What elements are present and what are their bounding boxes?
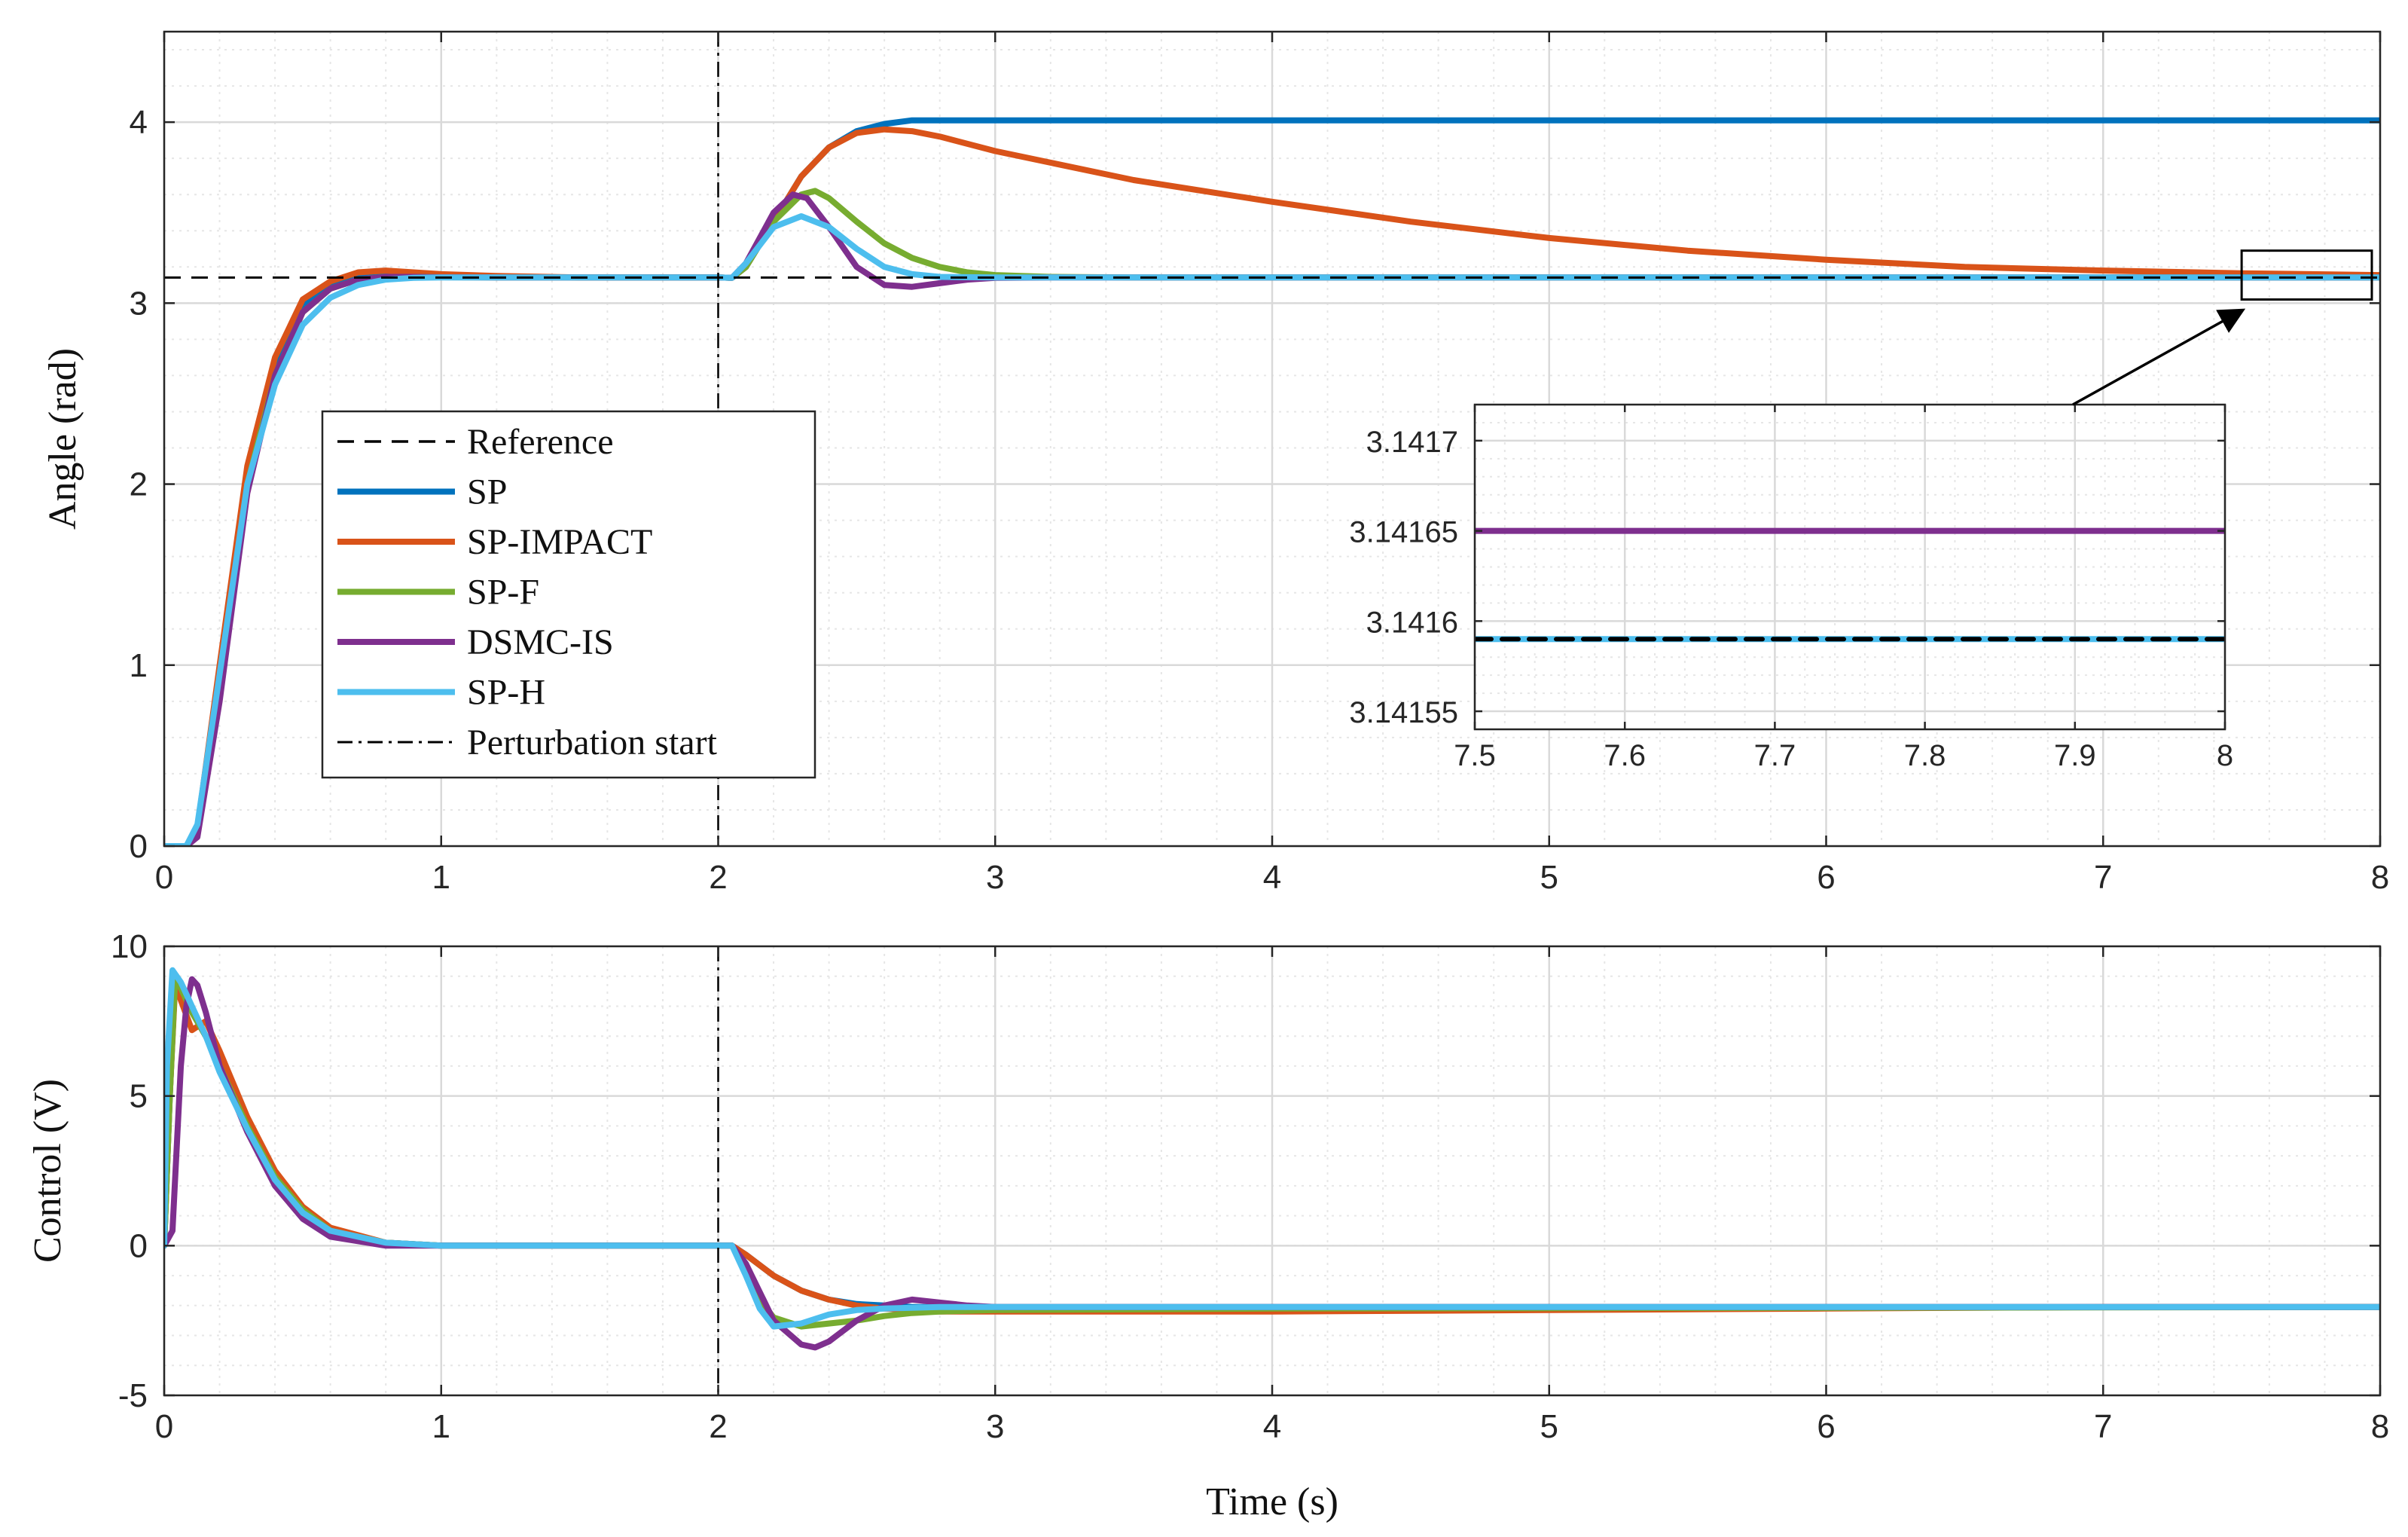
legend-label-reference: Reference: [467, 422, 614, 462]
control-xtick-label: 5: [1540, 1408, 1558, 1445]
control-xtick-label: 2: [709, 1408, 727, 1445]
angle-xtick-label: 6: [1817, 859, 1835, 896]
control-xtick-label: 4: [1263, 1408, 1281, 1445]
legend-item-dsmc-is: DSMC-IS: [337, 622, 614, 662]
legend-item-perturbation-start: Perturbation start: [337, 723, 718, 762]
legend-item-sp-f: SP-F: [337, 573, 539, 613]
inset-xtick-label: 7.5: [1454, 739, 1496, 772]
angle-xtick-label: 2: [709, 859, 727, 896]
angle-xtick-label: 1: [432, 859, 450, 896]
control-ytick-label: -5: [118, 1377, 148, 1414]
angle-xtick-label: 4: [1263, 859, 1281, 896]
angle-plot-area: [164, 32, 2380, 846]
inset-background: [1475, 405, 2225, 729]
angle-xtick-label: 7: [2094, 859, 2112, 896]
time-xlabel: Time (s): [1206, 1480, 1338, 1523]
legend-item-sp-h: SP-H: [337, 673, 545, 713]
legend-label-sp-impact: SP-IMPACT: [467, 522, 652, 562]
angle-xtick-label: 0: [155, 859, 173, 896]
control-xtick-label: 7: [2094, 1408, 2112, 1445]
angle-ytick-label: 4: [130, 104, 148, 141]
overlay: [2072, 249, 2373, 406]
series-sp-h-control: [164, 967, 2380, 1330]
zoom-inset: 7.5 7.6 7.7 7.8 7.9 8 3.14155 3.1416 3.14165 3.14…: [1349, 403, 2233, 772]
control-xtick-label: 1: [432, 1408, 450, 1445]
zoom-arrow: [2072, 308, 2246, 406]
inset-xtick-label: 7.9: [2054, 739, 2096, 772]
zoom-region-box: [2240, 249, 2373, 301]
inset-ytick-label: 3.14155: [1349, 696, 1458, 729]
inset-xtick-label: 7.6: [1604, 739, 1646, 772]
inset-plot-area: [1475, 527, 2225, 643]
angle-panel: 0 1 2 3 4 5 6 7 8 0 1 2 3 4 Angle (rad) Reference SP SP-I…: [41, 30, 2389, 896]
control-ytick-label: 0: [130, 1227, 148, 1264]
legend-item-reference: Reference: [337, 422, 614, 462]
inset-xtick-label: 7.7: [1754, 739, 1796, 772]
inset-ytick-label: 3.1416: [1366, 606, 1458, 639]
angle-ytick-label: 2: [130, 466, 148, 503]
legend-label-dsmc-is: DSMC-IS: [467, 622, 614, 662]
legend-label-perturbation-start: Perturbation start: [467, 723, 718, 762]
angle-ylabel: Angle (rad): [41, 348, 84, 530]
control-xtick-label: 0: [155, 1408, 173, 1445]
control-xtick-label: 6: [1817, 1408, 1835, 1445]
inset-ytick-label: 3.1417: [1366, 426, 1458, 459]
angle-xtick-label: 8: [2371, 859, 2389, 896]
control-plot-area: [164, 946, 2380, 1395]
legend-item-sp-impact: SP-IMPACT: [337, 522, 652, 562]
inset-xtick-label: 7.8: [1904, 739, 1946, 772]
legend-item-sp: SP: [337, 472, 507, 512]
control-xtick-label: 3: [986, 1408, 1004, 1445]
angle-ytick-label: 1: [130, 647, 148, 684]
inset-axes-box: [1473, 403, 2226, 731]
control-ytick-label: 5: [130, 1078, 148, 1115]
legend-label-sp-h: SP-H: [467, 673, 545, 713]
angle-ytick-label: 3: [130, 285, 148, 322]
legend: Reference SP SP-IMPACT SP-F DSMC-IS SP-H Pertu…: [321, 410, 816, 779]
angle-ytick-label: 0: [130, 828, 148, 865]
control-xtick-label: 8: [2371, 1408, 2389, 1445]
control-ytick-label: 10: [111, 928, 148, 965]
angle-xtick-label: 3: [986, 859, 1004, 896]
legend-label-sp: SP: [467, 472, 507, 512]
inset-xtick-label: 8: [2217, 739, 2233, 772]
control-ylabel: Control (V): [26, 1079, 69, 1263]
angle-xtick-label: 5: [1540, 859, 1558, 896]
inset-ytick-label: 3.14165: [1349, 516, 1458, 549]
legend-label-sp-f: SP-F: [467, 573, 539, 613]
